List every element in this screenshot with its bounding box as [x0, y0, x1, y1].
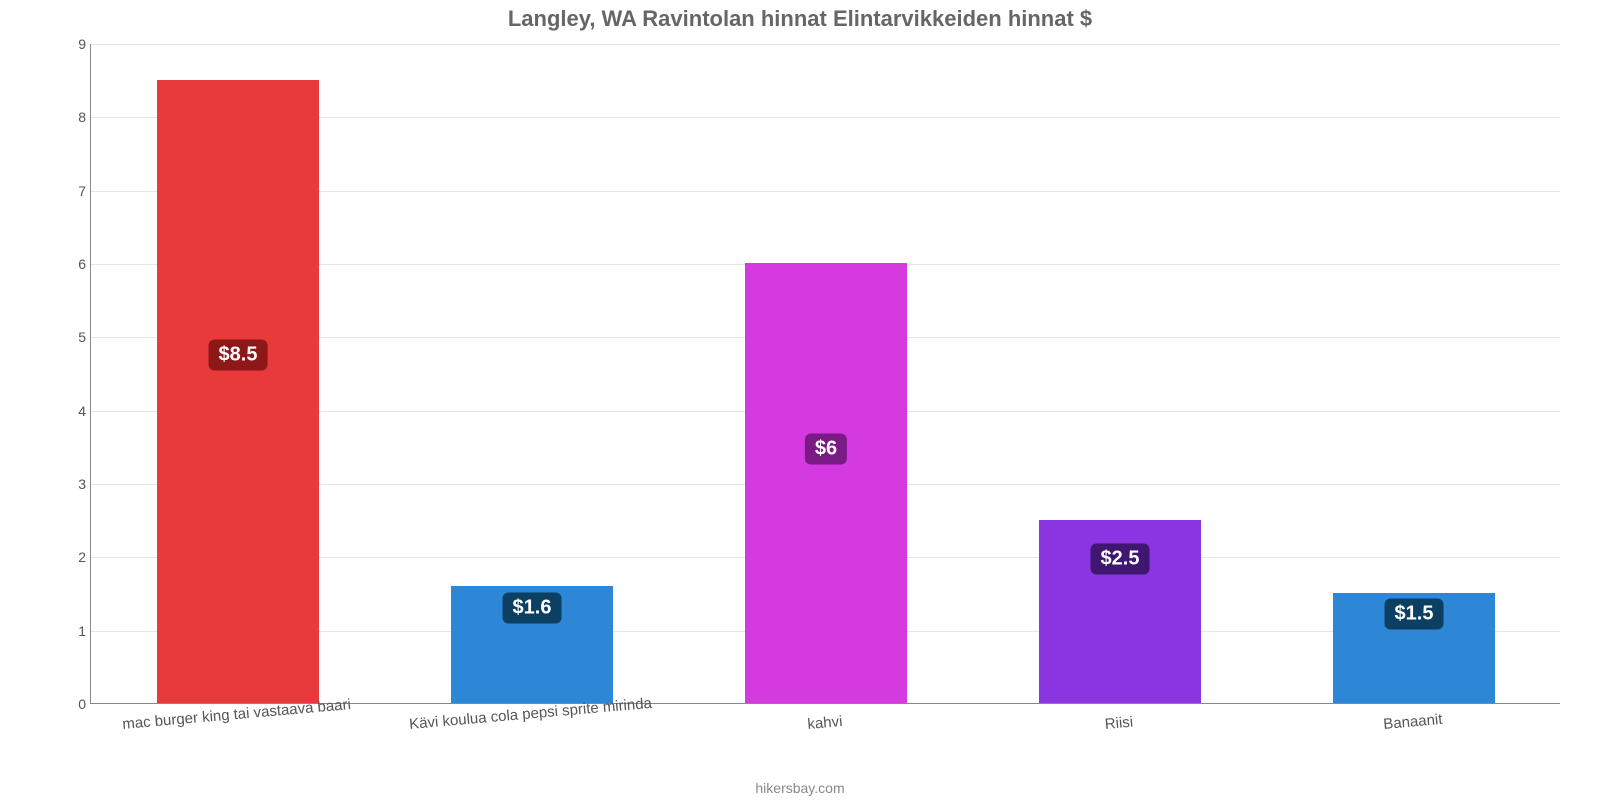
bar-value-label: $8.5 — [209, 339, 268, 370]
plot-area: $8.5 $1.6 $6 $2.5 $1.5 — [90, 44, 1560, 704]
y-tick-label: 5 — [58, 329, 86, 345]
y-tick-label: 1 — [58, 623, 86, 639]
y-tick-label: 8 — [58, 109, 86, 125]
x-tick-label: Banaanit — [1383, 711, 1443, 733]
y-tick-label: 3 — [58, 476, 86, 492]
bar — [745, 263, 907, 703]
chart-container: Langley, WA Ravintolan hinnat Elintarvik… — [0, 0, 1600, 800]
chart-title: Langley, WA Ravintolan hinnat Elintarvik… — [0, 6, 1600, 32]
bar — [157, 80, 319, 703]
x-axis-labels: mac burger king tai vastaava baariKävi k… — [90, 710, 1560, 760]
x-tick-label: kahvi — [807, 713, 843, 733]
grid-line — [91, 44, 1560, 45]
bar-value-label: $6 — [805, 433, 847, 464]
y-tick-label: 2 — [58, 549, 86, 565]
x-tick-label: Riisi — [1104, 714, 1134, 733]
y-tick-label: 7 — [58, 183, 86, 199]
y-tick-label: 4 — [58, 403, 86, 419]
credit-text: hikersbay.com — [0, 780, 1600, 796]
y-tick-label: 0 — [58, 696, 86, 712]
y-tick-label: 9 — [58, 36, 86, 52]
bar-value-label: $2.5 — [1091, 544, 1150, 575]
bar-value-label: $1.5 — [1385, 598, 1444, 629]
y-tick-label: 6 — [58, 256, 86, 272]
bar-value-label: $1.6 — [503, 592, 562, 623]
